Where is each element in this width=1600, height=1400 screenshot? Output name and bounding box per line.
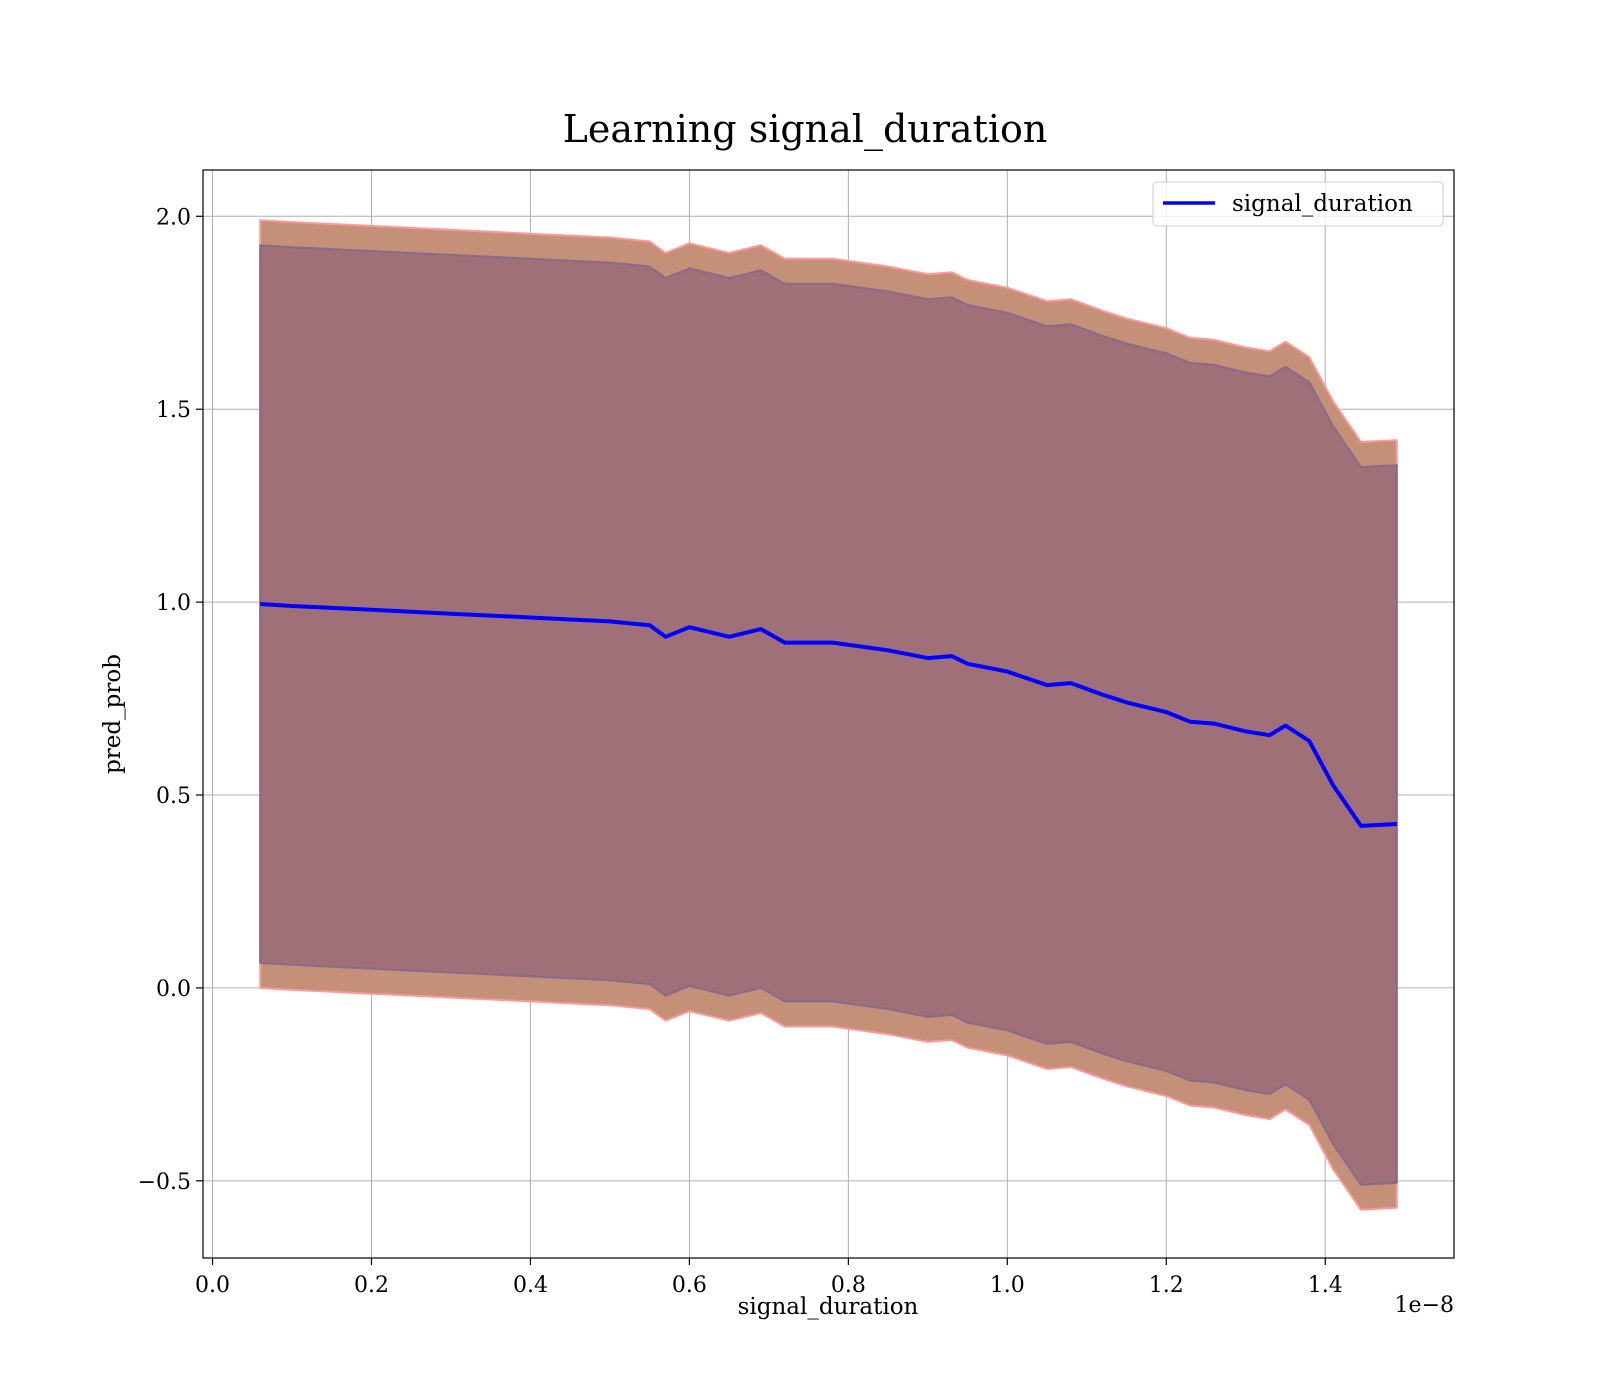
legend: signal_duration [1152,181,1444,227]
y-tick-label: −0.5 [138,1170,191,1195]
band-inner [259,244,1398,1186]
y-tick-label: 1.0 [156,591,191,616]
y-axis-label: pred_prob [100,654,126,774]
x-tick-label: 0.4 [513,1273,548,1298]
y-axis-ticks: −0.5 0.0 0.5 1.0 1.5 2.0 [138,205,203,1195]
x-axis-ticks: 0.0 0.2 0.4 0.6 0.8 1.0 1.2 1.4 [195,1258,1343,1298]
x-tick-label: 1.2 [1149,1273,1184,1298]
plot-area [203,170,1454,1258]
series-line-signal-duration [260,602,1397,828]
legend-box [1152,181,1444,227]
plot-frame [202,169,1455,1259]
x-tick-label: 0.6 [672,1273,707,1298]
y-tick-label: 0.5 [156,784,191,809]
y-tick-label: 1.5 [156,398,191,423]
y-tick-label: 2.0 [156,205,191,230]
x-tick-label: 0.0 [195,1273,230,1298]
x-tick-label: 0.2 [354,1273,389,1298]
x-tick-label: 0.8 [831,1273,866,1298]
chart-title: Learning signal_duration [563,107,1048,152]
x-tick-label: 1.0 [990,1273,1025,1298]
x-axis-label: signal_duration [738,1294,919,1320]
y-tick-label: 0.0 [156,977,191,1002]
x-tick-label: 1.4 [1308,1273,1343,1298]
legend-label-signal-duration: signal_duration [1232,191,1413,217]
x-axis-offset-label: 1e−8 [1395,1293,1454,1318]
